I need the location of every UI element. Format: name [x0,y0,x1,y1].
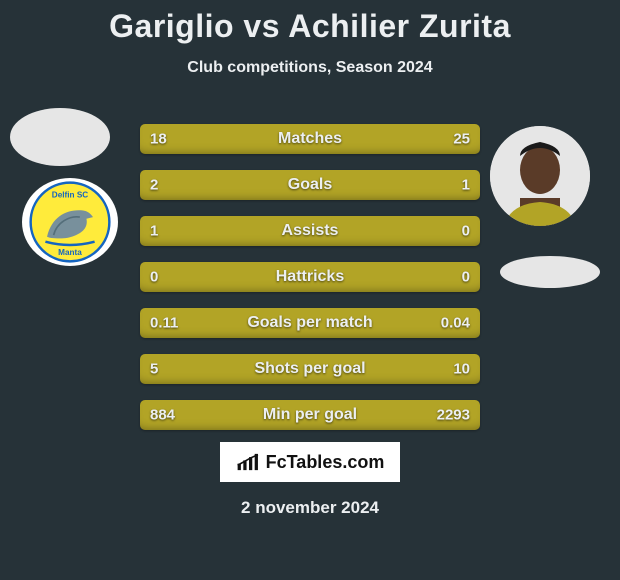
stat-rows: 18Matches252Goals11Assists00Hattricks00.… [140,124,480,446]
stat-row: 2Goals1 [140,170,480,200]
stat-row: 0Hattricks0 [140,262,480,292]
left-player-club-badge: Delfin SC Manta [22,178,118,266]
page-subtitle: Club competitions, Season 2024 [0,59,620,77]
stat-label: Min per goal [140,406,480,424]
stat-label: Assists [140,222,480,240]
stat-row: 0.11Goals per match0.04 [140,308,480,338]
stat-row: 884Min per goal2293 [140,400,480,430]
stat-label: Matches [140,130,480,148]
stat-row: 1Assists0 [140,216,480,246]
svg-text:Manta: Manta [58,248,82,257]
stat-label: Hattricks [140,268,480,286]
stat-row: 18Matches25 [140,124,480,154]
stat-right-value: 10 [453,361,470,378]
stat-label: Goals per match [140,314,480,332]
page-date: 2 november 2024 [0,498,620,518]
stat-right-value: 2293 [437,407,470,424]
stat-right-value: 1 [462,177,470,194]
svg-text:Delfin SC: Delfin SC [52,190,88,199]
stat-right-value: 0 [462,269,470,286]
left-player-avatar [10,108,110,166]
brand-text: FcTables.com [266,452,385,473]
stat-row: 5Shots per goal10 [140,354,480,384]
stat-right-value: 0.04 [441,315,470,332]
dolphin-badge-icon: Delfin SC Manta [29,181,111,263]
brand-chart-icon [236,451,262,473]
right-player-avatar [490,126,590,226]
stat-label: Goals [140,176,480,194]
stat-right-value: 0 [462,223,470,240]
page-title: Gariglio vs Achilier Zurita [0,0,620,45]
right-player-club-badge [500,256,600,288]
brand-badge: FcTables.com [220,442,400,482]
stat-label: Shots per goal [140,360,480,378]
stat-right-value: 25 [453,131,470,148]
